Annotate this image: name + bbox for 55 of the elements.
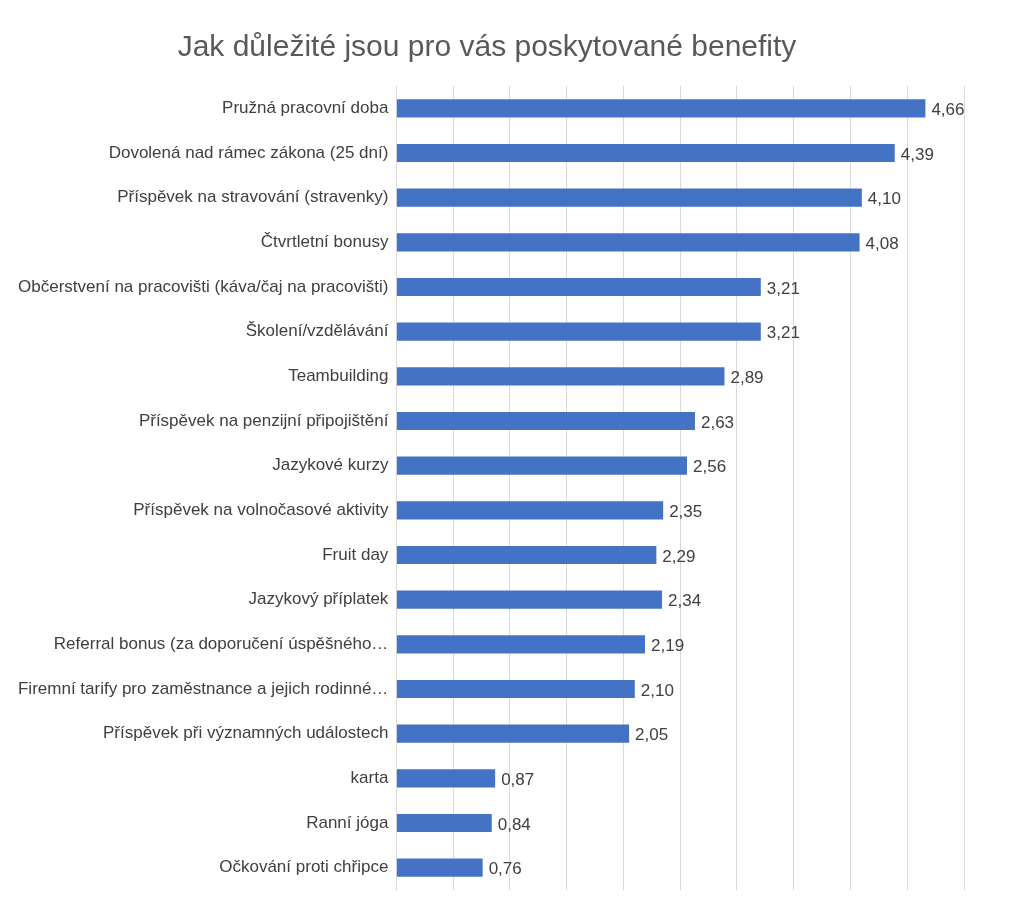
- data-label: 3,21: [766, 323, 800, 343]
- y-tick-label: Školení/vzdělávání: [245, 321, 389, 341]
- bar: [396, 277, 761, 297]
- y-tick-label: Ranní jóga: [306, 812, 389, 832]
- data-label: 0,87: [501, 770, 535, 790]
- y-tick-label: Teambuilding: [288, 366, 389, 386]
- y-tick-label: karta: [350, 768, 389, 788]
- bar: [396, 679, 635, 699]
- y-tick-label: Jazykové kurzy: [272, 455, 389, 475]
- bar: [396, 635, 645, 654]
- bar: [396, 188, 862, 207]
- bar: [396, 456, 687, 475]
- y-tick-label: Příspěvek na penzijní připojištění: [138, 410, 389, 430]
- data-label: 0,84: [497, 814, 531, 834]
- bar: [396, 411, 695, 431]
- bar: [396, 858, 483, 877]
- y-tick-label: Příspěvek při významných událostech: [103, 723, 389, 743]
- data-label: 0,76: [488, 859, 522, 879]
- data-label: 2,34: [668, 591, 702, 611]
- data-label: 2,05: [635, 725, 669, 745]
- data-label: 3,21: [766, 278, 800, 298]
- y-tick-label: Příspěvek na stravování (stravenky): [117, 187, 389, 207]
- bar: [396, 233, 860, 252]
- bar: [396, 545, 657, 565]
- y-tick-label: Dovolená nad rámec zákona (25 dní): [108, 142, 389, 162]
- y-tick-label: Občerstvení na pracovišti (káva/čaj na pracovišti): [18, 276, 389, 296]
- data-label: 2,56: [693, 457, 727, 477]
- y-tick-label: Jazykový příplatek: [248, 589, 389, 609]
- y-tick-label: Pružná pracovní doba: [222, 98, 389, 118]
- data-label: 4,66: [931, 100, 965, 120]
- data-label: 2,35: [669, 502, 703, 522]
- bar: [396, 590, 663, 609]
- y-tick-label: Fruit day: [322, 544, 389, 564]
- bar: [396, 769, 496, 788]
- bar: [396, 501, 664, 520]
- y-tick-label: Příspěvek na volnočasové aktivity: [133, 500, 389, 520]
- y-tick-label: Referral bonus (za doporučení úspěšného…: [53, 634, 389, 654]
- chart-title: Jak důležité jsou pro vás poskytované benefity: [177, 29, 797, 63]
- bar: [396, 813, 492, 833]
- bar: [396, 367, 725, 386]
- bar: [396, 143, 895, 163]
- data-label: 4,08: [865, 234, 899, 254]
- y-tick-label: Čtvrtletní bonusy: [260, 232, 389, 252]
- data-label: 4,10: [867, 189, 901, 209]
- data-label: 2,63: [700, 412, 735, 432]
- bar: [396, 724, 630, 743]
- data-label: 2,19: [651, 636, 685, 656]
- y-tick-label: Firemní tarify pro zaměstnance a jejich rodinné…: [17, 678, 389, 698]
- bar: [396, 322, 761, 341]
- data-label: 2,10: [640, 680, 674, 700]
- y-tick-label: Očkování proti chřipce: [219, 857, 389, 877]
- data-label: 2,29: [662, 546, 696, 566]
- bar: [396, 99, 926, 118]
- data-label: 4,39: [900, 144, 934, 164]
- data-label: 2,89: [730, 368, 764, 388]
